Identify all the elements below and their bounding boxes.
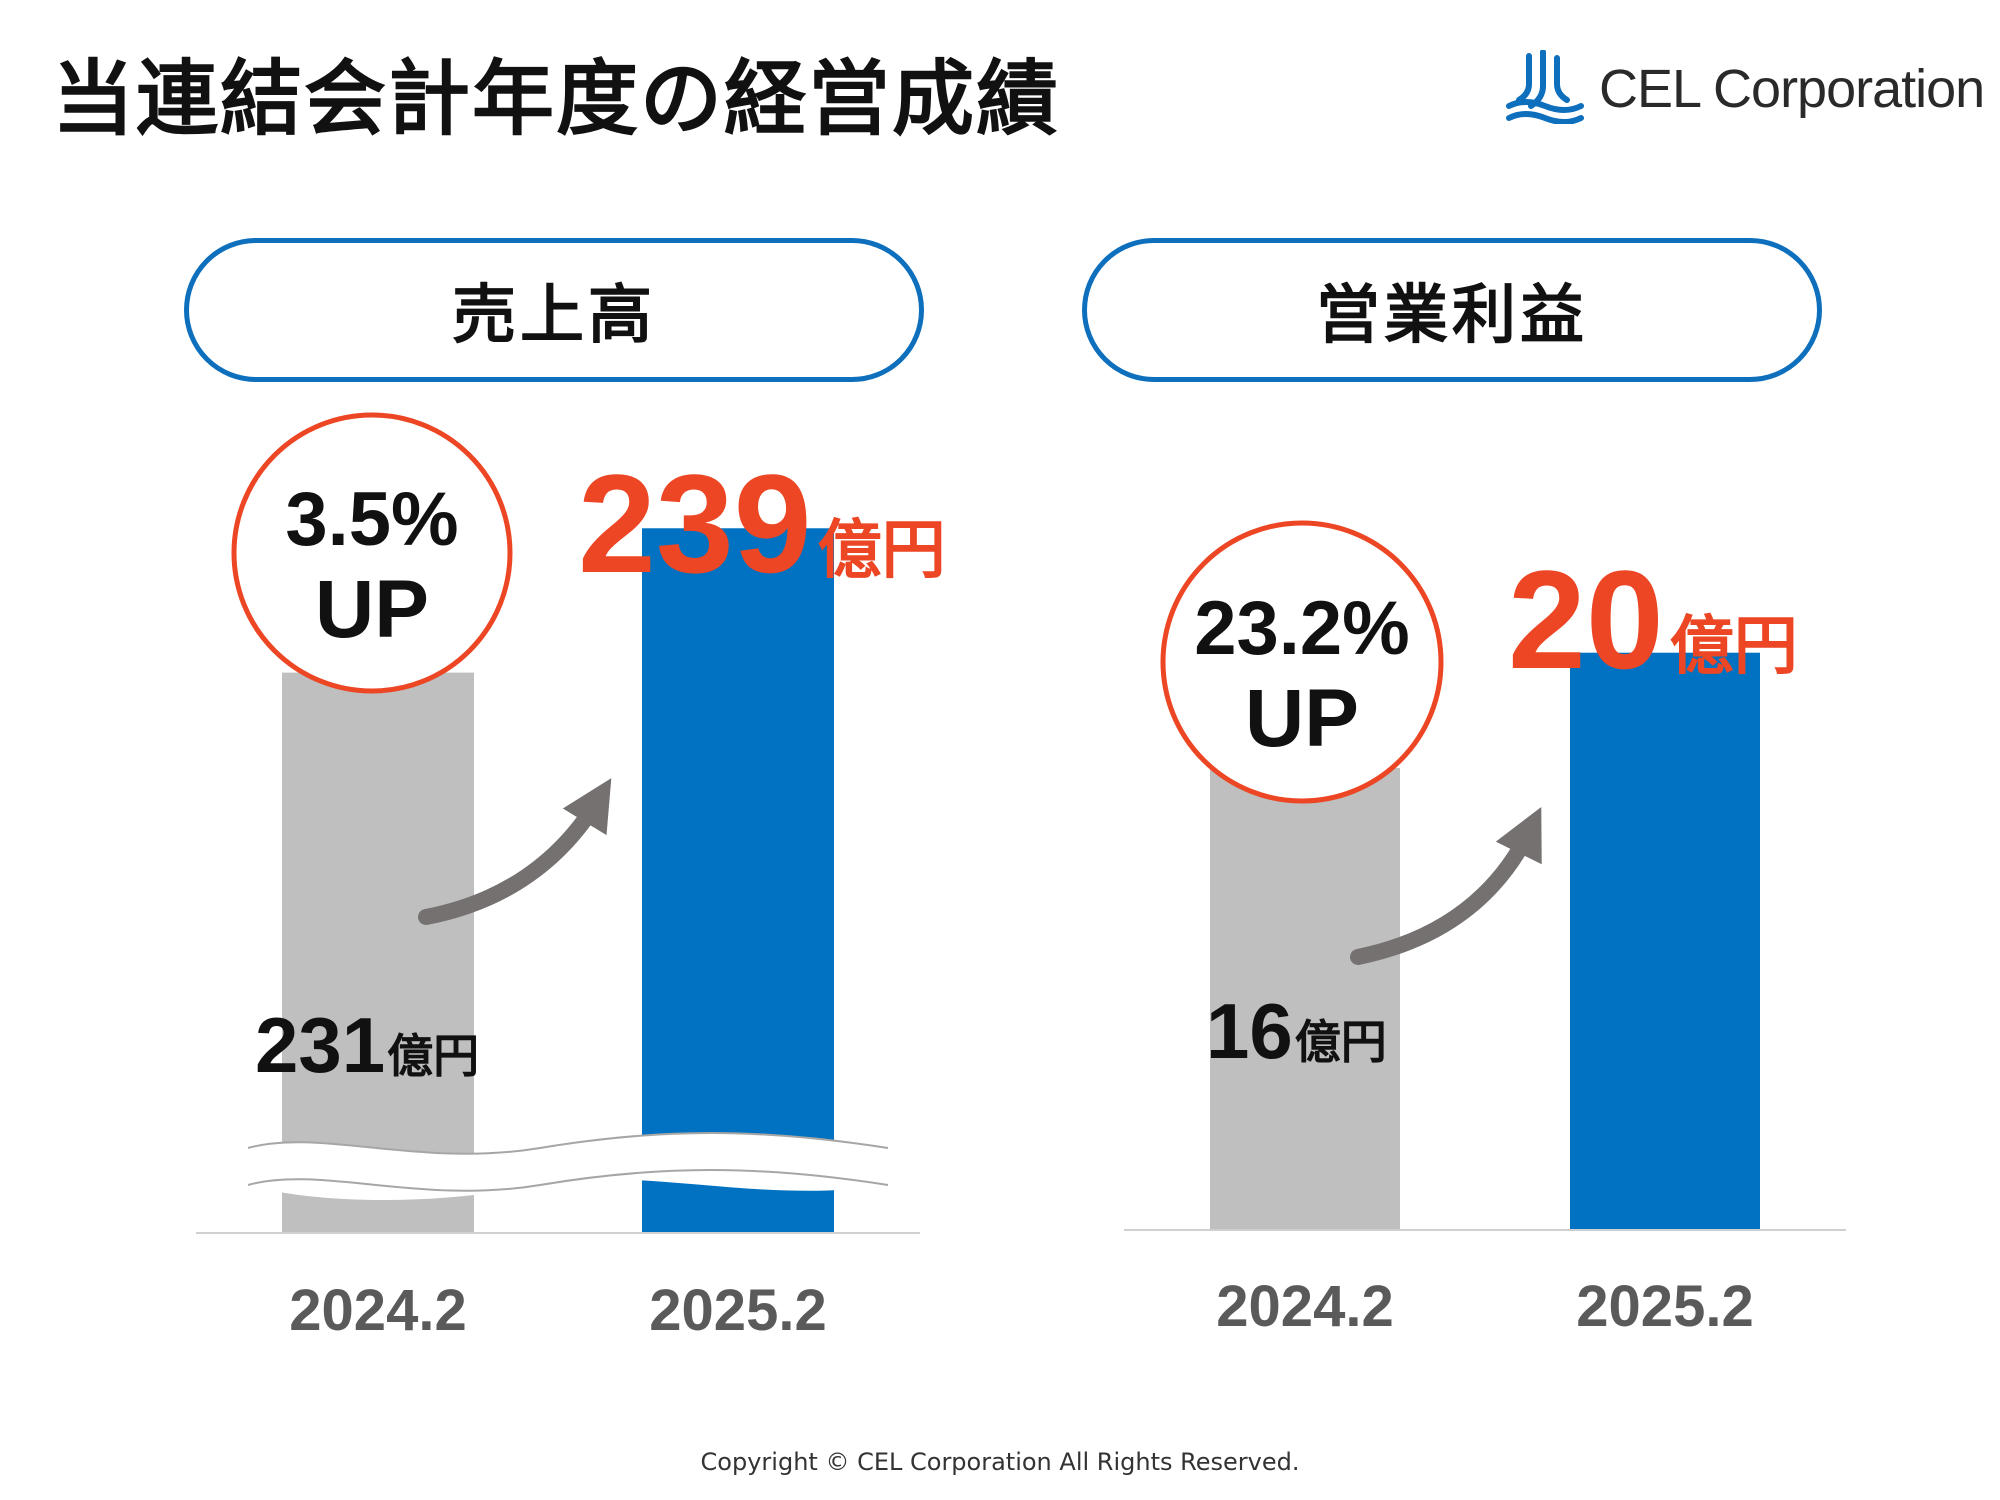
category-label: 2024.2: [1216, 1274, 1393, 1339]
change-badge: [231, 412, 513, 694]
axis-break-line: [247, 1169, 889, 1192]
bar-2025.2: [642, 528, 834, 1232]
category-label: 2025.2: [1576, 1274, 1753, 1339]
current-value-label: 239億円: [578, 445, 946, 602]
growth-arrow: [1350, 807, 1542, 965]
axis-break-mask: [248, 1133, 888, 1200]
bar-2025.2: [1570, 652, 1760, 1229]
change-percent: 3.5%: [285, 477, 458, 562]
sales-title-pill: 売上高: [184, 238, 924, 382]
category-label: 2024.2: [289, 1278, 466, 1343]
bar-2024.2: [282, 672, 474, 1232]
page-title: 当連結会計年度の経営成績: [52, 52, 1061, 147]
change-percent: 23.2%: [1194, 586, 1410, 671]
cel-wave-logo-icon: [1506, 50, 1584, 124]
previous-value-label: 16億円: [1206, 987, 1387, 1075]
copyright-text: Copyright © CEL Corporation All Rights R…: [700, 1448, 1300, 1476]
sales-chart: 2024.2 2025.2 3.5%UP 239億円 231億円: [196, 412, 946, 1343]
change-direction: UP: [1245, 673, 1359, 764]
growth-arrow: [418, 778, 612, 925]
company-logo: CEL Corporation: [1505, 48, 1985, 128]
category-label: 2025.2: [649, 1278, 826, 1343]
operating-profit-chart: 2024.2 2025.2 23.2%UP 20億円 16億円: [1124, 520, 1846, 1339]
change-badge: [1160, 520, 1444, 804]
bar-2024.2: [1210, 767, 1400, 1229]
current-value-label: 20億円: [1508, 541, 1798, 698]
logo-text: CEL Corporation: [1599, 59, 1985, 119]
axis-break-line: [247, 1132, 889, 1155]
change-direction: UP: [315, 564, 429, 655]
operating-profit-title-pill: 営業利益: [1082, 238, 1822, 382]
previous-value-label: 231億円: [255, 1001, 479, 1089]
